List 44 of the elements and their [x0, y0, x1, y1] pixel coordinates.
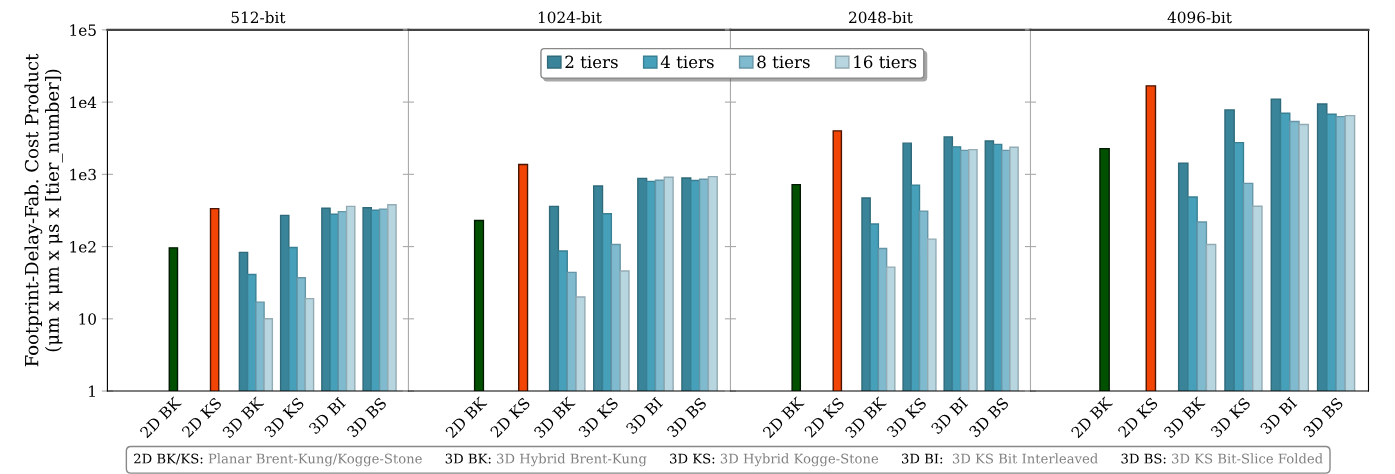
- x-tick-label: 3D BK: [221, 395, 265, 439]
- y-tick-label: 10: [79, 313, 96, 325]
- x-tick-label: 3D KS: [263, 396, 305, 438]
- x-tick-label: 3D BS: [346, 396, 388, 438]
- text: 3D BS: 3D KS Bit-Slice Folded: [1121, 453, 1323, 464]
- text: 3D BI: 3D KS Bit Interleaved: [901, 453, 1098, 464]
- x-tick-label: 3D BI: [625, 396, 664, 435]
- x-tick-label: 3D BK: [844, 395, 887, 439]
- x-tick-label: 3D BK: [533, 395, 576, 439]
- text: 2D BK/KS: Planar Brent-Kung/Kogge-Stone: [134, 453, 422, 467]
- x-tick-label: 3D KS: [577, 396, 619, 438]
- chart-title: 2048-bit: [849, 11, 913, 24]
- legend-label: 8 tiers: [757, 55, 810, 69]
- x-tick-label: 2D BK: [1070, 395, 1113, 439]
- x-tick-label: 2D KS: [1117, 396, 1159, 438]
- x-tick-label: 3D BK: [1163, 395, 1206, 439]
- text: 3D BK: 3D Hybrid Brent-Kung: [445, 453, 647, 467]
- chart-title: 1024-bit: [538, 11, 602, 24]
- chart-title: 512-bit: [231, 11, 286, 24]
- legend-label: 16 tiers: [854, 55, 917, 69]
- x-tick-label: 3D BS: [666, 396, 708, 438]
- chart-title: 4096-bit: [1167, 11, 1232, 24]
- x-tick-label: 2D KS: [181, 396, 223, 438]
- x-tick-label: 3D BS: [968, 396, 1010, 438]
- x-tick-label: 3D BI: [1259, 396, 1298, 435]
- legend-label: 2 tiers: [565, 55, 618, 69]
- text: 3D KS: 3D Hybrid Kogge-Stone: [670, 453, 879, 467]
- x-tick-label: 2D BK: [444, 395, 488, 439]
- x-tick-label: 3D BI: [930, 396, 969, 435]
- x-tick-label: 2D KS: [489, 396, 531, 438]
- x-tick-label: 2D BK: [762, 395, 805, 439]
- legend-label: 4 tiers: [660, 55, 714, 69]
- y-tick-label: 1e3: [70, 168, 96, 181]
- x-tick-label: 3D BS: [1302, 396, 1344, 438]
- x-tick-label: 2D BK: [139, 395, 182, 439]
- y-tick-label: 1e2: [70, 241, 96, 253]
- y-tick-label: 1e4: [70, 96, 97, 109]
- x-tick-label: 3D KS: [1210, 396, 1252, 438]
- y-tick-label: 1: [89, 385, 95, 397]
- x-tick-label: 3D BI: [308, 396, 347, 435]
- y-axis-title: Footprint-Delay-Fab. Cost Product (μm x μm x μs x [tier_number]): [24, 53, 63, 367]
- x-tick-label: 3D KS: [886, 396, 928, 438]
- y-tick-label: 1e5: [70, 24, 96, 36]
- x-tick-label: 2D KS: [803, 396, 845, 438]
